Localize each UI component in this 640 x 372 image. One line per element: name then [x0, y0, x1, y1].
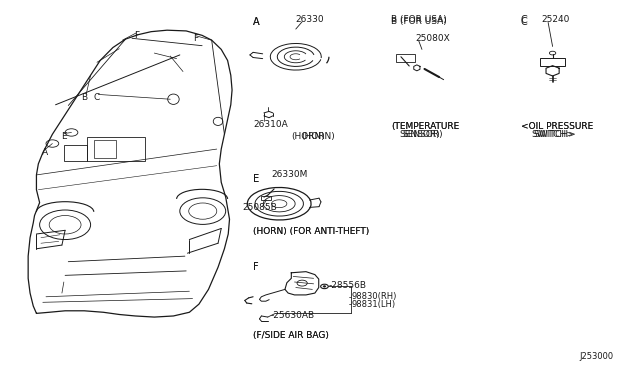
Text: B (FOR USA): B (FOR USA) [392, 17, 447, 26]
Text: C: C [521, 17, 527, 27]
Text: 98831(LH): 98831(LH) [352, 300, 396, 309]
Text: 26330M: 26330M [271, 170, 308, 179]
Text: SWITCH>: SWITCH> [534, 130, 576, 139]
Text: A: A [42, 148, 48, 157]
Text: A: A [253, 17, 260, 27]
Text: 26310A: 26310A [253, 120, 288, 129]
Text: <OIL PRESSURE: <OIL PRESSURE [521, 122, 593, 131]
Text: F: F [193, 34, 198, 43]
Text: E: E [253, 174, 259, 184]
Text: 26330: 26330 [296, 15, 324, 23]
Text: C: C [94, 93, 100, 102]
Text: E: E [253, 174, 259, 184]
Text: (F/SIDE AIR BAG): (F/SIDE AIR BAG) [253, 331, 329, 340]
Text: C: C [521, 15, 527, 25]
Circle shape [323, 286, 326, 287]
Text: 25085B: 25085B [243, 203, 277, 212]
Text: (TEMPERATURE: (TEMPERATURE [392, 122, 460, 131]
Text: B: B [81, 93, 87, 102]
Text: B (FOR USA): B (FOR USA) [392, 15, 447, 24]
Text: -25630AB: -25630AB [270, 311, 314, 320]
Text: F: F [253, 262, 259, 272]
Text: <OIL PRESSURE: <OIL PRESSURE [521, 122, 593, 131]
Text: J253000: J253000 [579, 352, 613, 361]
Text: (F/SIDE AIR BAG): (F/SIDE AIR BAG) [253, 331, 329, 340]
Text: SENSOR): SENSOR) [399, 130, 440, 139]
Text: A: A [253, 17, 260, 27]
Text: 25240: 25240 [541, 15, 570, 24]
Text: 25080X: 25080X [415, 34, 451, 43]
Text: (TEMPERATURE: (TEMPERATURE [392, 122, 460, 131]
Text: F: F [134, 31, 139, 40]
Text: E: E [61, 132, 67, 141]
Text: (HORN): (HORN) [291, 132, 325, 141]
Text: (HORN) (FOR ANTI-THEFT): (HORN) (FOR ANTI-THEFT) [253, 227, 369, 235]
Text: SWITCH>: SWITCH> [532, 130, 574, 139]
Text: (HORN) (FOR ANTI-THEFT): (HORN) (FOR ANTI-THEFT) [253, 227, 369, 235]
Text: F: F [253, 262, 259, 272]
Text: (HORN): (HORN) [301, 132, 335, 141]
Text: 98830(RH): 98830(RH) [352, 292, 397, 301]
Text: SENSOR): SENSOR) [403, 130, 444, 139]
Text: -28556B: -28556B [328, 281, 366, 290]
